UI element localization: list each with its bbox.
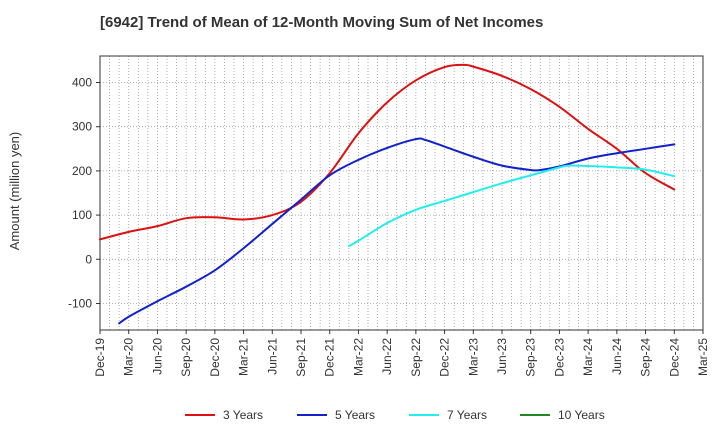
x-tick-label: Sep-22	[409, 338, 423, 377]
x-tick-label: Sep-21	[294, 338, 308, 377]
series-line-5-years	[118, 137, 676, 325]
x-tick-label: Mar-22	[351, 338, 365, 376]
legend-label-10-years: 10 Years	[558, 408, 605, 422]
legend-label-5-years: 5 Years	[335, 408, 375, 422]
legend-label-7-years: 7 Years	[447, 408, 487, 422]
y-tick-label: -100	[68, 296, 92, 310]
x-tick-label: Dec-24	[667, 338, 681, 377]
series-layer	[99, 63, 676, 325]
x-tick-label: Sep-20	[179, 338, 193, 377]
x-tick-label: Jun-21	[265, 338, 279, 375]
x-tick-label: Dec-22	[438, 338, 452, 377]
x-tick-label: Sep-24	[639, 338, 653, 377]
grid-layer	[100, 56, 703, 330]
x-tick-label: Jun-24	[610, 338, 624, 375]
x-tick-label: Dec-19	[93, 338, 107, 377]
x-tick-label: Mar-23	[466, 338, 480, 376]
series-line-3-years	[99, 63, 676, 241]
x-tick-label: Dec-21	[323, 338, 337, 377]
chart-title: [6942] Trend of Mean of 12-Month Moving …	[100, 14, 544, 31]
y-tick-label: 400	[72, 76, 92, 90]
y-tick-label: 0	[85, 252, 92, 266]
x-tick-label: Mar-21	[237, 338, 251, 376]
y-tick-label: 300	[72, 120, 92, 134]
x-tick-label: Mar-24	[581, 338, 595, 376]
y-tick-label: 200	[72, 164, 92, 178]
y-axis-label: Amount (million yen)	[7, 132, 22, 251]
x-tick-label: Mar-25	[696, 338, 710, 376]
x-tick-label: Sep-23	[524, 338, 538, 377]
x-tick-label: Jun-23	[495, 338, 509, 375]
plot-frame	[99, 55, 704, 331]
y-tick-label: 100	[72, 208, 92, 222]
x-tick-label: Mar-20	[122, 338, 136, 376]
x-tick-label: Dec-23	[552, 338, 566, 377]
legend: 3 Years 5 Years 7 Years 10 Years	[185, 408, 605, 422]
x-tick-label: Dec-20	[208, 338, 222, 377]
series-line-7-years	[347, 164, 676, 248]
x-tick-label: Jun-20	[150, 338, 164, 375]
x-tick-label: Jun-22	[380, 338, 394, 375]
legend-label-3-years: 3 Years	[223, 408, 263, 422]
axis-layer: -100 0 100 200 300 400 Dec-19 Mar-20 Jun-20 Sep-2…	[68, 55, 710, 377]
